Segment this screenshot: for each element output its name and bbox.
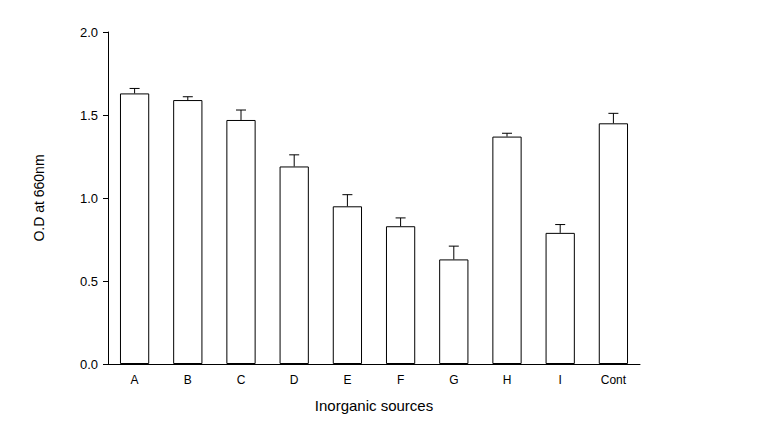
svg-text:1.0: 1.0: [80, 191, 98, 206]
svg-text:A: A: [131, 373, 139, 387]
svg-text:Cont: Cont: [601, 373, 627, 387]
svg-text:D: D: [290, 373, 299, 387]
svg-text:2.0: 2.0: [80, 25, 98, 40]
svg-text:B: B: [184, 373, 192, 387]
svg-text:0.5: 0.5: [80, 274, 98, 289]
svg-text:0.0: 0.0: [80, 357, 98, 372]
svg-text:1.5: 1.5: [80, 108, 98, 123]
svg-text:I: I: [559, 373, 562, 387]
svg-text:Inorganic sources: Inorganic sources: [315, 397, 433, 414]
svg-text:G: G: [449, 373, 458, 387]
svg-text:H: H: [503, 373, 512, 387]
svg-text:C: C: [237, 373, 246, 387]
svg-text:F: F: [397, 373, 404, 387]
svg-text:O.D at 660nm: O.D at 660nm: [31, 154, 47, 241]
svg-text:E: E: [343, 373, 351, 387]
